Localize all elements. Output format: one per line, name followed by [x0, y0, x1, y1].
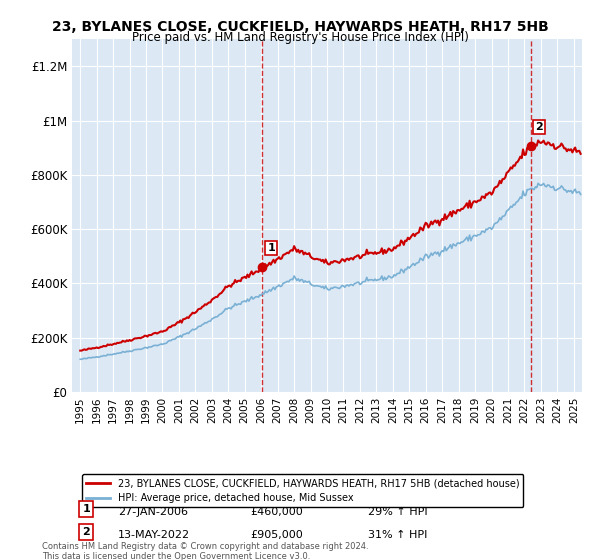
Legend: 23, BYLANES CLOSE, CUCKFIELD, HAYWARDS HEATH, RH17 5HB (detached house), HPI: Av: 23, BYLANES CLOSE, CUCKFIELD, HAYWARDS H… — [82, 474, 523, 507]
Text: 2: 2 — [535, 122, 543, 132]
Text: £460,000: £460,000 — [251, 507, 303, 517]
Text: 2: 2 — [82, 527, 90, 537]
Text: 31% ↑ HPI: 31% ↑ HPI — [368, 530, 427, 540]
Text: 29% ↑ HPI: 29% ↑ HPI — [368, 507, 427, 517]
Text: £905,000: £905,000 — [251, 530, 303, 540]
Text: 13-MAY-2022: 13-MAY-2022 — [118, 530, 190, 540]
Text: Contains HM Land Registry data © Crown copyright and database right 2024.
This d: Contains HM Land Registry data © Crown c… — [42, 542, 368, 560]
Text: 1: 1 — [267, 243, 275, 253]
Text: 23, BYLANES CLOSE, CUCKFIELD, HAYWARDS HEATH, RH17 5HB: 23, BYLANES CLOSE, CUCKFIELD, HAYWARDS H… — [52, 20, 548, 34]
Text: 1: 1 — [82, 504, 90, 514]
Text: 27-JAN-2006: 27-JAN-2006 — [118, 507, 188, 517]
Text: Price paid vs. HM Land Registry's House Price Index (HPI): Price paid vs. HM Land Registry's House … — [131, 31, 469, 44]
